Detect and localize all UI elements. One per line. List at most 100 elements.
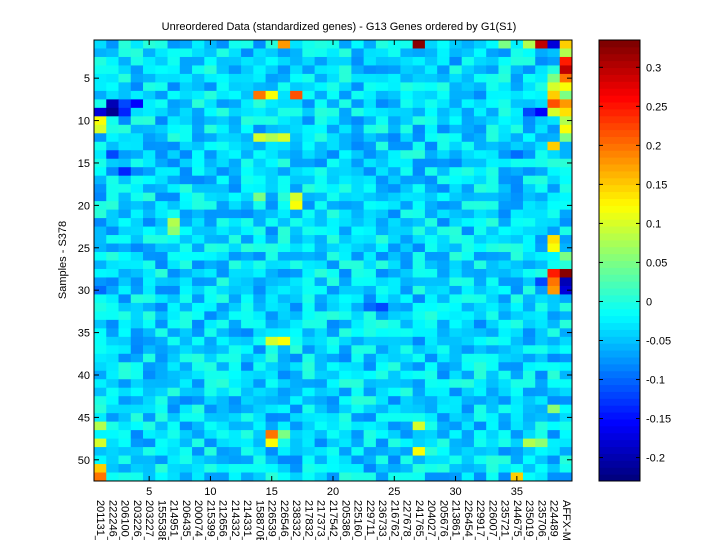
heatmap-cell [143,124,156,134]
heatmap-cell [130,362,144,372]
heatmap-cell [449,99,463,109]
heatmap-cell [290,235,303,244]
x-gene-label: 236733_ [376,500,388,540]
heatmap-cell [143,311,156,321]
heatmap-cell [277,184,291,194]
heatmap-cell [192,362,205,372]
heatmap-cell [351,260,365,270]
heatmap-cell [326,201,340,211]
heatmap-cell [290,455,303,465]
x-gene-label: 214951_ [168,500,180,540]
heatmap-cell [241,107,254,117]
heatmap-cell [302,370,316,380]
heatmap-cell [179,73,193,83]
heatmap-cell [412,328,426,338]
heatmap-cell [228,413,242,423]
heatmap-cell [375,252,389,261]
heatmap-cell [363,285,377,295]
heatmap-cell [118,353,132,363]
heatmap-cell [375,370,389,380]
heatmap-cell [167,226,181,236]
heatmap-cell [510,387,524,397]
colorbar-swatch [599,356,640,365]
heatmap-cell [424,336,438,346]
heatmap-cell [449,362,463,372]
heatmap-cell [326,48,340,58]
heatmap-cell [290,430,303,439]
heatmap-cell [241,345,254,355]
heatmap-cell [437,387,450,397]
heatmap-cell [339,455,352,465]
heatmap-cell [375,107,389,117]
heatmap-cell [486,447,499,456]
heatmap-cell [253,116,266,126]
heatmap-cell [363,243,377,253]
heatmap-cell [339,65,352,75]
heatmap-cell [486,158,499,168]
heatmap-cell [155,413,168,423]
heatmap-cell [351,302,365,312]
heatmap-cell [363,294,377,304]
heatmap-cell [326,243,340,253]
heatmap-cell [400,345,414,355]
heatmap-cell [473,362,487,372]
heatmap-cell [253,167,266,177]
heatmap-cell [290,99,303,109]
heatmap-cell [265,184,279,194]
heatmap-cell [118,141,132,151]
heatmap-cell [290,413,303,423]
heatmap-cell [302,141,316,151]
heatmap-cell [388,464,401,473]
heatmap-cell [204,447,217,456]
heatmap-cell [253,99,266,109]
heatmap-cell [143,209,156,219]
heatmap-cell [216,192,230,202]
heatmap-cell [277,99,291,109]
colorbar-swatch [599,418,640,427]
heatmap-cell [547,260,561,270]
heatmap-cell [473,447,487,456]
heatmap-cell [461,438,475,448]
heatmap-cell [204,124,217,134]
heatmap-cell [179,472,193,482]
heatmap-cell [228,421,242,431]
heatmap-cell [412,48,426,58]
heatmap-cell [559,107,573,117]
heatmap-cell [94,56,107,66]
heatmap-cell [522,387,536,397]
heatmap-cell [290,184,303,194]
heatmap-cell [167,379,181,389]
heatmap-cell [204,404,217,414]
heatmap-cell [265,353,279,363]
heatmap-cell [94,379,107,389]
heatmap-cell [510,311,524,321]
heatmap-cell [339,353,352,363]
heatmap-cell [216,82,230,92]
heatmap-cell [400,421,414,431]
x-gene-label: 205676_ [437,500,449,540]
heatmap-cell [522,430,536,439]
heatmap-cell [179,311,193,321]
heatmap-cell [155,464,168,473]
heatmap-cell [547,99,561,109]
heatmap-cell [94,73,107,83]
heatmap-cell [192,201,205,211]
heatmap-cell [326,447,340,456]
heatmap-cell [179,167,193,177]
heatmap-cell [400,65,414,75]
heatmap-cell [192,379,205,389]
heatmap-cell [106,438,119,448]
heatmap-cell [449,464,463,473]
heatmap-cell [498,150,512,160]
heatmap-cell [228,447,242,456]
heatmap-cell [179,90,193,100]
heatmap-cell [473,387,487,397]
heatmap-cell [437,430,450,439]
heatmap-cell [241,167,254,177]
heatmap-cell [228,141,242,151]
heatmap-cell [351,99,365,109]
heatmap-cell [388,201,401,211]
colorbar-swatch [599,129,640,137]
x-gene-label: 215399_ [204,500,216,540]
heatmap-cell [388,336,401,346]
